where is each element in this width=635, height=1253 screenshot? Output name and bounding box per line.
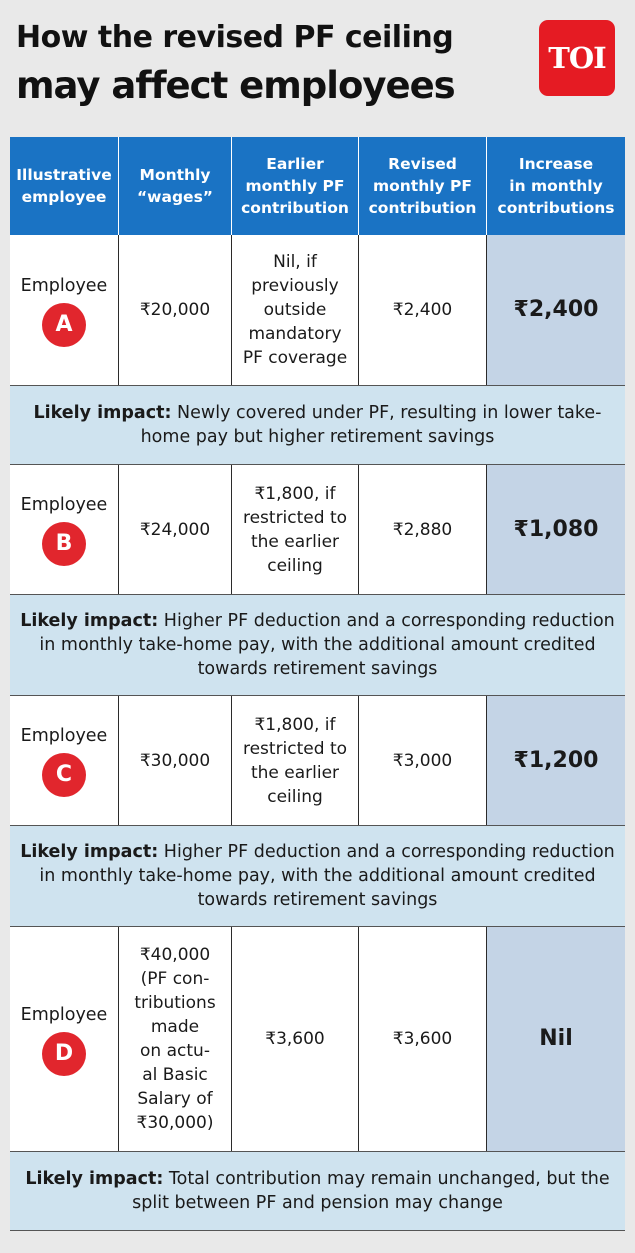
impact-row-c: Likely impact: Higher PF deduction and a…	[10, 825, 625, 927]
employee-badge-b: B	[42, 522, 86, 566]
impact-row-a: Likely impact: Newly covered under PF, r…	[10, 385, 625, 465]
impact-description: Higher PF deduction and a corresponding …	[39, 842, 615, 910]
impact-text: Likely impact: Higher PF deduction and a…	[20, 840, 615, 912]
impact-text: Likely impact: Higher PF deduction and a…	[20, 609, 615, 681]
employee-label: Employee	[20, 1004, 108, 1025]
impact-text: Likely impact: Newly covered under PF, r…	[20, 401, 615, 449]
table-row-a: Employee A ₹20,000 Nil, if previously ou…	[10, 235, 625, 385]
toi-logo: TOI	[539, 20, 615, 96]
employee-cell: Employee A	[10, 235, 119, 385]
employee-label: Employee	[20, 495, 108, 515]
impact-text: Likely impact: Total contribution may re…	[20, 1167, 615, 1215]
employee-cell: Employee C	[10, 696, 119, 825]
revised-contribution-cell: ₹3,000	[359, 696, 487, 825]
employee-badge-c: C	[42, 753, 86, 797]
impact-label: Likely impact:	[20, 611, 159, 631]
earlier-contribution-cell: ₹1,800, if restricted to the earlier cei…	[232, 465, 359, 594]
employee-cell: Employee D	[10, 927, 119, 1151]
header-monthly-wages: Monthly “wages”	[119, 137, 232, 235]
employee-label: Employee	[20, 275, 108, 296]
wages-cell: ₹30,000	[119, 696, 232, 825]
earlier-contribution-cell: ₹1,800, if restricted to the earlier cei…	[232, 696, 359, 825]
wages-cell: ₹40,000 (PF con- tributions made on actu…	[119, 927, 232, 1151]
increase-cell: Nil	[487, 927, 625, 1151]
employee-badge-d: D	[42, 1031, 86, 1076]
increase-cell: ₹1,080	[487, 465, 625, 594]
revised-contribution-cell: ₹2,880	[359, 465, 487, 594]
impact-label: Likely impact:	[25, 1169, 164, 1189]
increase-cell: ₹2,400	[487, 235, 625, 385]
wages-cell: ₹24,000	[119, 465, 232, 594]
title-line-1: How the revised PF ceiling	[16, 20, 454, 55]
table-row-c: Employee C ₹30,000 ₹1,800, if restricted…	[10, 696, 625, 825]
employee-label: Employee	[20, 726, 108, 746]
impact-description: Higher PF deduction and a corresponding …	[39, 611, 615, 679]
employee-badge-a: A	[42, 302, 86, 347]
title-line-2: may affect employees	[16, 64, 456, 107]
impact-description: Newly covered under PF, resulting in low…	[140, 403, 602, 447]
toi-logo-text: TOI	[548, 41, 606, 75]
impact-row-d: Likely impact: Total contribution may re…	[10, 1151, 625, 1231]
table-row-d: Employee D ₹40,000 (PF con- tributions m…	[10, 927, 625, 1151]
table-header: Illustrative employee Monthly “wages” Ea…	[10, 137, 625, 235]
impact-label: Likely impact:	[20, 842, 159, 862]
impact-description: Total contribution may remain unchanged,…	[132, 1169, 610, 1213]
wages-cell: ₹20,000	[119, 235, 232, 385]
header-revised-contribution: Revised monthly PF contribution	[359, 137, 487, 235]
pf-comparison-table: Illustrative employee Monthly “wages” Ea…	[10, 137, 625, 1231]
header-earlier-contribution: Earlier monthly PF contribution	[232, 137, 359, 235]
revised-contribution-cell: ₹3,600	[359, 927, 487, 1151]
header-increase: Increase in monthly contributions	[497, 155, 615, 217]
table-row-b: Employee B ₹24,000 ₹1,800, if restricted…	[10, 465, 625, 594]
impact-row-b: Likely impact: Higher PF deduction and a…	[10, 594, 625, 696]
impact-label: Likely impact:	[33, 403, 172, 423]
employee-cell: Employee B	[10, 465, 119, 594]
earlier-contribution-cell: Nil, if previously outside mandatory PF …	[232, 235, 359, 385]
revised-contribution-cell: ₹2,400	[359, 235, 487, 385]
header-illustrative-employee: Illustrative employee	[10, 137, 119, 235]
increase-cell: ₹1,200	[487, 696, 625, 825]
earlier-contribution-cell: ₹3,600	[232, 927, 359, 1151]
